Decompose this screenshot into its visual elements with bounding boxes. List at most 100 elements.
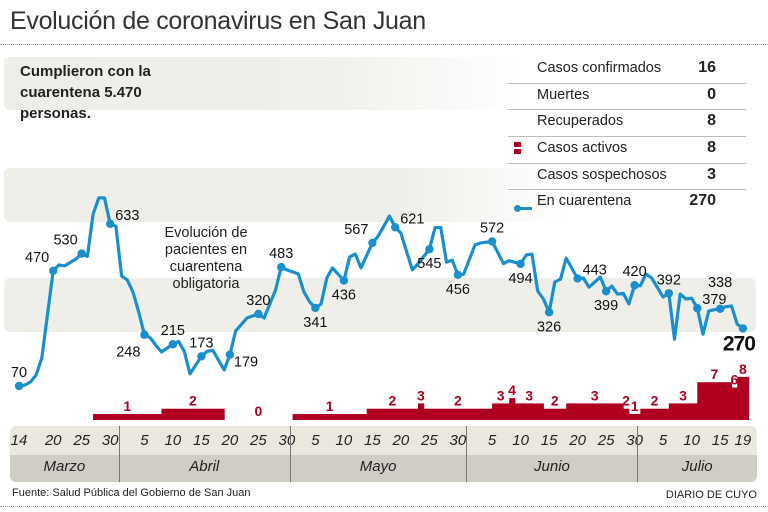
active-cases-label: 6 [730,372,738,388]
active-cases-label: 0 [255,403,263,419]
blue-line-legend-icon [514,200,532,216]
data-point-marker [225,350,235,359]
x-tick-label: 20 [569,432,586,449]
month-separator [637,426,639,482]
month-separator [289,426,291,482]
x-tick-label: 10 [512,432,529,449]
data-point-label: 470 [25,250,49,266]
data-point-label: 326 [537,319,561,335]
data-point-marker [49,266,58,275]
data-point-label: 621 [400,211,424,227]
x-axis-days-row [10,426,757,455]
data-point-marker [339,276,349,285]
data-point-label: 572 [480,220,504,236]
active-cases-bar [492,403,510,420]
data-point-label: 70 [11,365,27,381]
footer-divider [0,506,768,507]
active-cases-label: 2 [622,393,630,409]
data-point-marker [544,308,554,317]
data-point-marker [573,274,582,283]
data-point-label: 399 [594,298,618,314]
x-tick-label: 25 [250,432,267,449]
data-point-label: 436 [332,288,356,304]
stats-label: Casos confirmados [537,60,662,76]
stats-row: Casos confirmados 16 [508,57,746,84]
active-cases-label: 3 [591,387,599,403]
x-tick-label: 25 [421,432,438,449]
data-point-marker [168,340,178,349]
data-point-marker [630,281,639,290]
active-cases-label: 3 [679,387,687,403]
active-cases-label: 3 [525,387,533,403]
active-cases-label: 1 [631,398,639,414]
active-cases-label: 2 [551,393,559,409]
x-tick-label: 20 [392,432,410,449]
data-point-label: 341 [303,315,327,331]
active-cases-bar [161,408,225,420]
x-tick-label: 10 [164,432,182,449]
active-cases-label: 2 [651,393,659,409]
active-cases-bar [668,403,698,420]
data-point-marker [664,289,673,298]
stats-table: Casos confirmados 16 Muertes 0 Recuperados 8 C… [508,57,746,216]
data-point-label: 215 [161,323,185,339]
x-tick-label: 5 [658,432,668,449]
data-point-label: 567 [344,222,368,238]
data-point-marker [487,237,497,246]
active-cases-bar [93,414,162,420]
divider [0,44,768,45]
stats-value: 3 [707,165,716,183]
x-axis [10,426,757,482]
data-point-label: 248 [116,345,140,361]
data-point-marker [453,270,463,280]
active-cases-label: 4 [508,382,516,398]
data-point-marker [693,304,702,313]
active-cases-bar [623,408,630,420]
x-tick-label: 19 [734,432,752,449]
data-point-marker [738,324,748,333]
active-cases-bar [418,403,425,420]
month-label: Julio [681,458,713,475]
data-point-label: 443 [583,263,607,279]
active-cases-bar [514,403,544,420]
data-point-label: 420 [622,264,646,280]
data-point-label: 456 [446,282,470,298]
x-tick-label: 30 [101,432,119,449]
x-tick-label: 20 [44,432,62,449]
month-label: Mayo [359,458,397,475]
red-bar-legend-icon [514,142,521,155]
data-point-marker [277,262,286,272]
data-point-marker [425,245,434,254]
x-tick-label: 30 [626,432,643,449]
month-separator [466,426,468,482]
data-point-label: 545 [417,256,441,272]
month-label: Abril [189,458,220,475]
x-tick-label: 10 [683,432,700,449]
data-point-label: 379 [702,292,726,308]
data-point-marker [197,352,206,361]
data-point-label: 392 [657,272,681,288]
data-point-marker [516,259,525,269]
stats-row: Recuperados 8 [508,110,746,138]
data-point-label: 494 [508,271,532,287]
data-point-label: 338 [708,275,732,291]
active-cases-label: 2 [388,393,396,409]
active-cases-bar [731,387,738,420]
x-tick-label: 15 [364,432,381,449]
stats-label: Muertes [537,86,590,103]
stats-label: En cuarentena [537,193,632,210]
active-cases-label: 3 [497,387,505,403]
source-note: Fuente: Salud Pública del Gobierno de Sa… [12,487,251,499]
data-point-marker [106,219,115,229]
x-tick-label: 5 [140,432,149,449]
active-cases-label: 7 [711,366,719,382]
data-point-marker [368,238,377,248]
data-point-marker [77,249,86,258]
active-cases-label: 8 [739,361,747,377]
data-point-marker [140,330,149,339]
active-cases-bar [366,408,419,420]
stats-value: 8 [707,139,716,157]
x-tick-label: 15 [193,432,210,449]
stats-value: 270 [689,192,716,210]
